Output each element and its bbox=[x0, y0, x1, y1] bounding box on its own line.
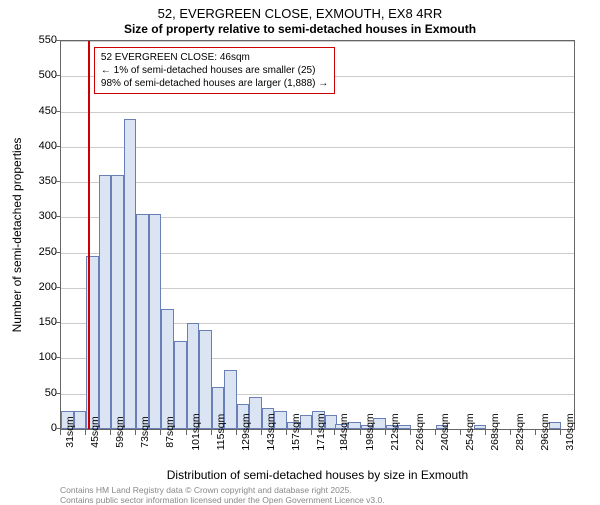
x-tick-label: 115sqm bbox=[215, 414, 227, 451]
y-tick-mark bbox=[55, 216, 60, 217]
property-marker-line bbox=[88, 41, 90, 429]
x-tick-label: 171sqm bbox=[315, 413, 327, 450]
y-tick-mark bbox=[55, 428, 60, 429]
x-tick-mark bbox=[110, 430, 111, 435]
chart-container: 52, EVERGREEN CLOSE, EXMOUTH, EX8 4RR Si… bbox=[0, 0, 600, 500]
attribution: Contains HM Land Registry data © Crown c… bbox=[60, 485, 385, 505]
x-tick-label: 87sqm bbox=[164, 416, 176, 448]
x-tick-mark bbox=[286, 430, 287, 435]
x-tick-mark bbox=[311, 430, 312, 435]
x-tick-mark bbox=[236, 430, 237, 435]
x-tick-label: 268sqm bbox=[489, 413, 501, 450]
x-tick-label: 296sqm bbox=[539, 413, 551, 450]
x-tick-label: 59sqm bbox=[114, 416, 126, 448]
chart-title: 52, EVERGREEN CLOSE, EXMOUTH, EX8 4RR bbox=[0, 6, 600, 21]
info-line-2: ← 1% of semi-detached houses are smaller… bbox=[101, 64, 328, 77]
y-tick-mark bbox=[55, 322, 60, 323]
x-tick-label: 101sqm bbox=[190, 413, 202, 450]
x-tick-mark bbox=[460, 430, 461, 435]
y-tick-mark bbox=[55, 393, 60, 394]
histogram-bar bbox=[124, 119, 137, 429]
x-tick-label: 198sqm bbox=[364, 413, 376, 450]
y-tick-mark bbox=[55, 181, 60, 182]
x-tick-label: 73sqm bbox=[139, 416, 151, 448]
attribution-line-2: Contains public sector information licen… bbox=[60, 495, 385, 505]
x-tick-mark bbox=[510, 430, 511, 435]
y-tick-mark bbox=[55, 40, 60, 41]
histogram-bar bbox=[99, 175, 112, 429]
x-tick-label: 282sqm bbox=[514, 413, 526, 450]
info-line-3: 98% of semi-detached houses are larger (… bbox=[101, 77, 328, 90]
x-tick-mark bbox=[385, 430, 386, 435]
grid-line bbox=[61, 147, 574, 148]
x-tick-label: 254sqm bbox=[464, 413, 476, 450]
x-tick-mark bbox=[60, 430, 61, 435]
x-tick-mark bbox=[410, 430, 411, 435]
x-tick-label: 45sqm bbox=[89, 416, 101, 448]
x-tick-mark bbox=[85, 430, 86, 435]
x-tick-mark bbox=[160, 430, 161, 435]
grid-line bbox=[61, 182, 574, 183]
x-tick-label: 143sqm bbox=[265, 413, 277, 450]
x-tick-mark bbox=[135, 430, 136, 435]
info-line-1: 52 EVERGREEN CLOSE: 46sqm bbox=[101, 51, 328, 64]
grid-line bbox=[61, 112, 574, 113]
x-tick-mark bbox=[261, 430, 262, 435]
y-tick-mark bbox=[55, 252, 60, 253]
x-tick-mark bbox=[186, 430, 187, 435]
x-tick-label: 226sqm bbox=[414, 413, 426, 450]
x-tick-mark bbox=[485, 430, 486, 435]
chart-subtitle: Size of property relative to semi-detach… bbox=[0, 22, 600, 36]
histogram-bar bbox=[161, 309, 174, 429]
histogram-bar bbox=[111, 175, 124, 429]
y-axis-label: Number of semi-detached properties bbox=[10, 138, 24, 333]
x-tick-mark bbox=[535, 430, 536, 435]
x-tick-mark bbox=[560, 430, 561, 435]
x-tick-mark bbox=[211, 430, 212, 435]
grid-line bbox=[61, 41, 574, 42]
x-tick-mark bbox=[334, 430, 335, 435]
y-tick-mark bbox=[55, 75, 60, 76]
attribution-line-1: Contains HM Land Registry data © Crown c… bbox=[60, 485, 385, 495]
y-tick-mark bbox=[55, 287, 60, 288]
histogram-bar bbox=[149, 214, 162, 429]
x-tick-label: 157sqm bbox=[290, 413, 302, 450]
y-tick-mark bbox=[55, 111, 60, 112]
x-tick-label: 31sqm bbox=[64, 416, 76, 448]
x-tick-label: 129sqm bbox=[240, 413, 252, 450]
x-tick-label: 310sqm bbox=[564, 413, 576, 450]
x-tick-mark bbox=[360, 430, 361, 435]
x-tick-label: 212sqm bbox=[389, 413, 401, 450]
y-tick-mark bbox=[55, 146, 60, 147]
x-tick-mark bbox=[435, 430, 436, 435]
plot-area: 52 EVERGREEN CLOSE: 46sqm ← 1% of semi-d… bbox=[60, 40, 575, 430]
y-tick-mark bbox=[55, 357, 60, 358]
info-box: 52 EVERGREEN CLOSE: 46sqm ← 1% of semi-d… bbox=[94, 47, 335, 94]
x-tick-label: 240sqm bbox=[439, 413, 451, 450]
histogram-bar bbox=[136, 214, 149, 429]
x-axis-label: Distribution of semi-detached houses by … bbox=[60, 468, 575, 482]
x-tick-label: 184sqm bbox=[338, 413, 350, 450]
